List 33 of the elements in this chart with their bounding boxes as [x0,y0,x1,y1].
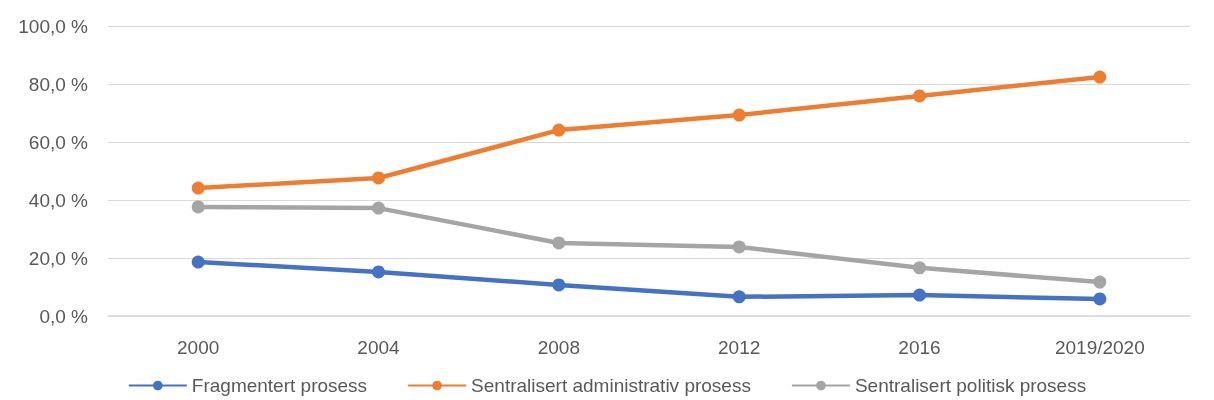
y-tick-label: 20,0 % [28,247,89,269]
point [913,288,926,302]
point [732,290,746,304]
y-tick-label: 0,0 % [39,305,89,327]
y-tick-label: 80,0 % [28,73,89,95]
point [732,108,746,122]
point [372,265,385,279]
x-tick-label: 2016 [898,337,941,358]
point [191,181,205,195]
point [372,171,385,185]
legend-label: Sentralisert politisk prosess [854,375,1087,396]
point [552,236,566,250]
point [191,200,205,214]
legend-label: Fragmentert prosess [191,375,368,396]
point [913,261,926,275]
x-tick-label: 2019/2020 [1054,337,1145,358]
point [552,278,566,292]
y-tick-label: 40,0 % [28,189,89,211]
y-tick-label: 60,0 % [28,131,89,153]
point [1093,70,1107,84]
x-tick-label: 2012 [718,337,761,358]
point [913,89,926,103]
point [552,123,566,137]
legend-label: Sentralisert administrativ prosess [471,375,751,396]
x-tick-label: 2000 [177,337,220,358]
point [732,240,746,254]
point [1093,292,1107,306]
point [372,201,385,215]
x-tick-label: 2004 [357,337,401,358]
y-tick-label: 100,0 % [18,15,89,37]
point [1093,275,1107,289]
x-tick-label: 2008 [537,337,580,358]
point [191,255,205,269]
